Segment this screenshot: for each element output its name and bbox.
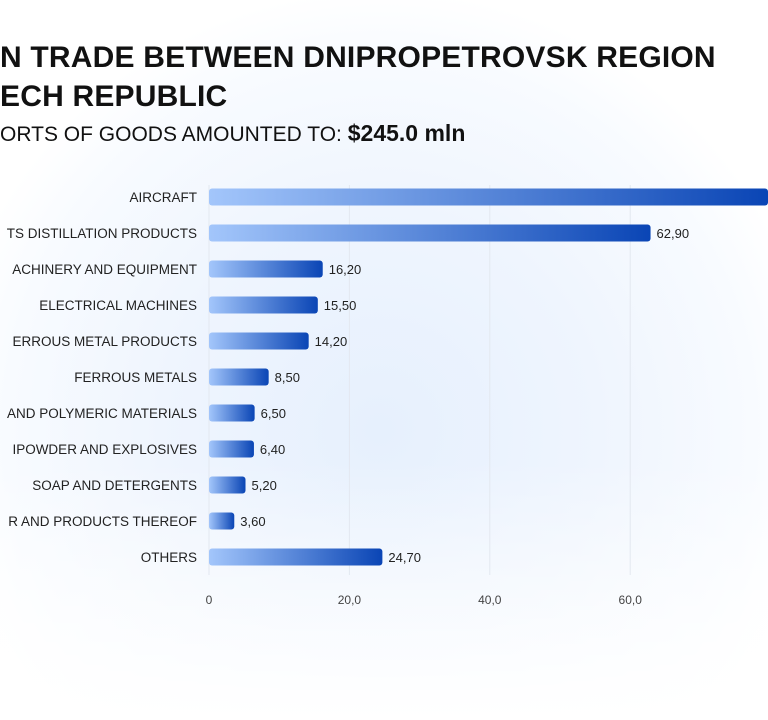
value-label: 5,20 [252,478,277,493]
value-label: 14,20 [315,334,348,349]
bar [209,476,246,494]
bar [209,368,269,386]
bar [209,188,768,206]
value-label: 15,50 [324,298,357,313]
title-line-1: N TRADE BETWEEN DNIPROPETROVSK REGION [0,41,716,74]
x-tick-label: 60,0 [619,593,643,607]
category-label: AIRCRAFT [130,190,198,205]
category-label: OTHERS [141,550,197,565]
category-label: AND POLYMERIC MATERIALS [7,406,197,421]
bar [209,260,323,278]
bar [209,512,235,530]
x-tick-label: 20,0 [338,593,362,607]
bar [209,224,651,242]
subtitle-prefix: ORTS OF GOODS AMOUNTED TO: [0,123,342,146]
category-label: R AND PRODUCTS THEREOF [8,514,197,529]
value-label: 8,50 [275,370,300,385]
category-label: SOAP AND DETERGENTS [32,478,197,493]
category-label: ELECTRICAL MACHINES [39,298,197,313]
category-label: FERROUS METALS [74,370,197,385]
value-label: 6,40 [260,442,285,457]
value-label: 3,60 [240,514,265,529]
bar [209,332,309,350]
chart-title: N TRADE BETWEEN DNIPROPETROVSK REGION EC… [0,38,716,116]
value-label: 6,50 [261,406,286,421]
value-label: 24,70 [388,550,421,565]
chart-subtitle: ORTS OF GOODS AMOUNTED TO: $245.0 mln [0,120,465,147]
subtitle-total: $245.0 mln [347,120,466,146]
x-tick-label: 40,0 [478,593,502,607]
x-tick-label: 0 [206,593,213,607]
bar [209,440,254,458]
title-line-2: ECH REPUBLIC [0,80,228,113]
category-label: ACHINERY AND EQUIPMENT [12,262,197,277]
category-label: TS DISTILLATION PRODUCTS [7,226,197,241]
bar [209,548,383,566]
bar [209,404,255,422]
category-label: IPOWDER AND EXPLOSIVES [12,442,197,457]
bar [209,296,318,314]
category-label: ERROUS METAL PRODUCTS [12,334,197,349]
value-label: 16,20 [329,262,362,277]
value-label: 62,90 [657,226,690,241]
